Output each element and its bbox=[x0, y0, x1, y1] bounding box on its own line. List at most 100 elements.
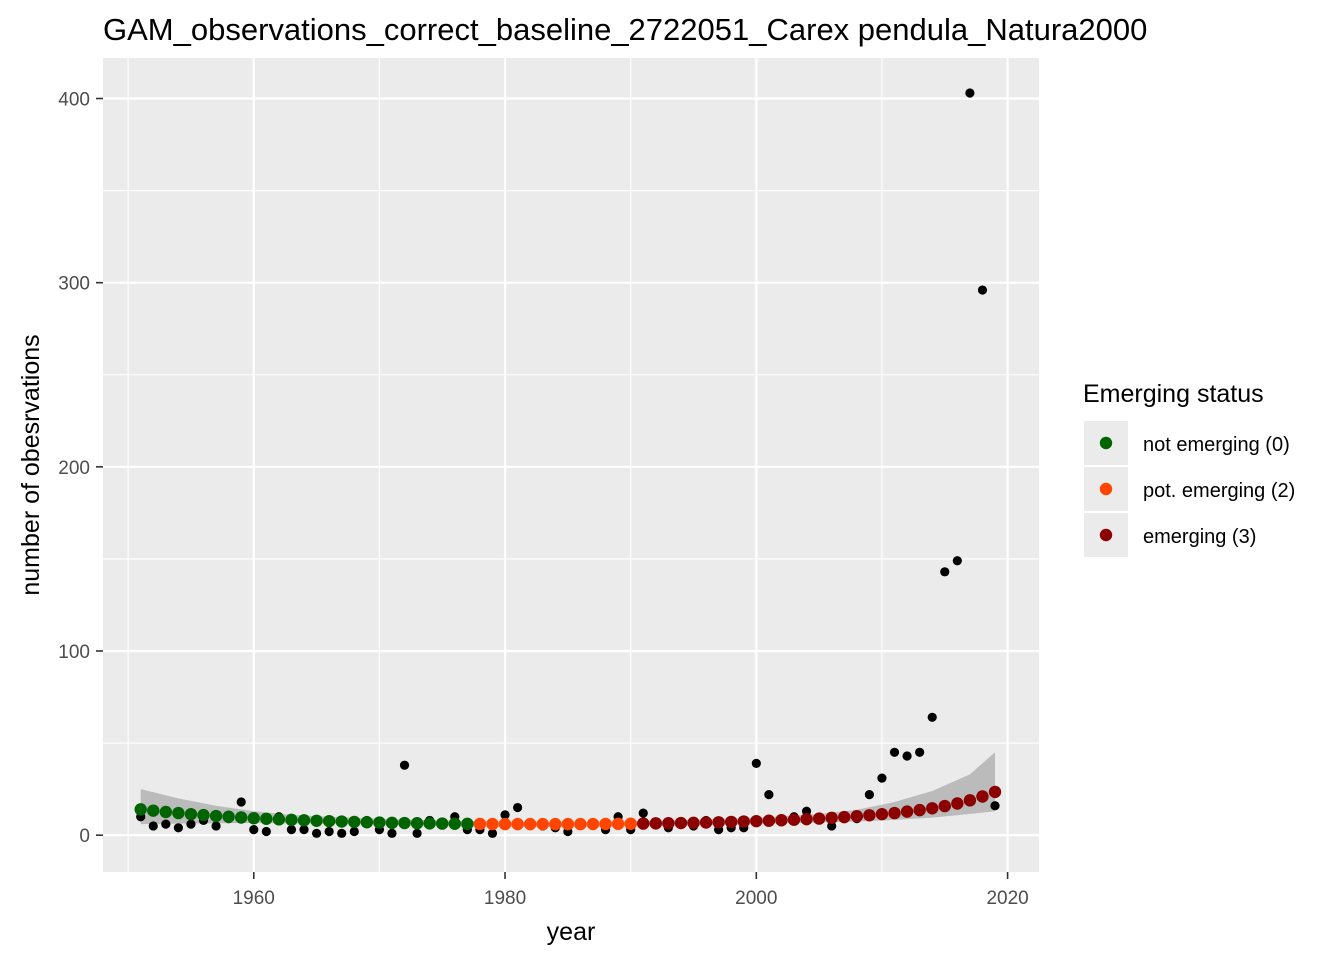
legend-label: not emerging (0) bbox=[1143, 434, 1290, 456]
y-axis-ticks: 0 100 200 300 400 bbox=[58, 90, 103, 847]
fitted-point bbox=[247, 812, 260, 825]
fitted-point bbox=[850, 809, 864, 823]
fitted-point bbox=[410, 816, 424, 830]
fitted-point bbox=[888, 806, 901, 820]
fitted-point bbox=[511, 817, 524, 831]
fitted-point bbox=[172, 806, 185, 820]
x-tick-label: 2020 bbox=[986, 888, 1028, 909]
observed-point bbox=[952, 556, 962, 566]
legend-title: Emerging status bbox=[1083, 380, 1264, 408]
fitted-point bbox=[322, 814, 336, 828]
legend-entries: not emerging (0) pot. emerging (2) emergin… bbox=[1084, 421, 1295, 557]
fitted-point bbox=[863, 809, 876, 822]
x-tick-label: 2000 bbox=[735, 888, 777, 909]
observed-point bbox=[827, 821, 837, 831]
observed-point bbox=[513, 802, 523, 813]
fitted-point bbox=[637, 817, 650, 830]
observed-point bbox=[877, 773, 887, 783]
observed-point bbox=[299, 825, 309, 835]
fitted-point bbox=[272, 813, 286, 826]
observed-point bbox=[902, 751, 912, 761]
fitted-point bbox=[184, 807, 198, 821]
fitted-point bbox=[360, 816, 374, 829]
fitted-point bbox=[222, 810, 235, 823]
observed-point bbox=[990, 801, 1000, 811]
fitted-point bbox=[800, 812, 813, 826]
fitted-point bbox=[624, 817, 637, 830]
fitted-point bbox=[737, 815, 750, 828]
fitted-points bbox=[134, 785, 1002, 831]
fitted-point bbox=[988, 785, 1002, 799]
fitted-point bbox=[699, 816, 713, 829]
observed-point bbox=[399, 760, 410, 770]
fitted-point bbox=[486, 817, 499, 831]
observed-point bbox=[915, 747, 925, 757]
legend: Emerging status not emerging (0) pot. eme… bbox=[1083, 380, 1295, 557]
fitted-point bbox=[787, 813, 801, 826]
minor-gridlines bbox=[103, 58, 1039, 872]
fitted-point bbox=[900, 805, 914, 818]
fitted-point bbox=[473, 817, 487, 831]
fitted-point bbox=[197, 808, 210, 822]
legend-label: pot. emerging (2) bbox=[1143, 480, 1295, 502]
fitted-point bbox=[348, 815, 361, 829]
x-axis-ticks: 1960 1980 2000 2020 bbox=[233, 872, 1029, 909]
major-gridlines bbox=[103, 58, 1039, 872]
legend-label: emerging (3) bbox=[1143, 526, 1256, 548]
fitted-point bbox=[875, 807, 889, 821]
fitted-point bbox=[913, 803, 926, 817]
observed-point bbox=[236, 797, 246, 807]
fitted-point bbox=[976, 790, 989, 803]
plot-panel bbox=[103, 58, 1039, 872]
fitted-point bbox=[209, 809, 223, 823]
fitted-point bbox=[385, 816, 399, 830]
y-tick-label: 0 bbox=[79, 826, 90, 847]
fitted-point bbox=[825, 811, 838, 825]
fitted-point bbox=[574, 817, 587, 831]
fitted-point bbox=[599, 817, 612, 831]
fitted-point bbox=[611, 817, 625, 831]
observed-point bbox=[864, 790, 874, 800]
observed-point bbox=[927, 712, 937, 722]
observed-point bbox=[977, 285, 988, 295]
y-tick-label: 400 bbox=[58, 90, 90, 111]
legend-key-dot bbox=[1099, 482, 1113, 496]
fitted-point bbox=[775, 814, 788, 827]
observed-point bbox=[148, 821, 158, 831]
fitted-point bbox=[586, 817, 600, 831]
fitted-point bbox=[134, 803, 147, 816]
fitted-point bbox=[762, 814, 776, 827]
observed-point bbox=[500, 810, 510, 820]
fitted-point bbox=[536, 817, 549, 831]
fitted-point bbox=[498, 817, 512, 831]
fitted-point bbox=[297, 814, 311, 827]
fitted-point bbox=[561, 817, 575, 831]
chart-title: GAM_observations_correct_baseline_272205… bbox=[103, 12, 1147, 47]
fitted-point bbox=[750, 814, 763, 828]
x-axis-title: year bbox=[547, 918, 596, 946]
observed-point bbox=[751, 758, 761, 768]
observed-point bbox=[764, 790, 774, 800]
observed-point bbox=[161, 819, 171, 829]
fitted-point bbox=[938, 799, 951, 813]
fitted-point bbox=[662, 816, 675, 830]
legend-key-dot bbox=[1099, 528, 1113, 542]
y-tick-label: 200 bbox=[58, 458, 90, 479]
observed-point bbox=[186, 819, 196, 829]
observed-point bbox=[940, 567, 950, 577]
observed-point bbox=[889, 747, 900, 757]
fitted-point bbox=[423, 817, 436, 830]
fitted-point bbox=[549, 817, 562, 831]
observed-point bbox=[487, 828, 498, 838]
fitted-point bbox=[649, 817, 663, 830]
observed-point bbox=[412, 828, 422, 838]
observed-point bbox=[261, 826, 271, 837]
fitted-point bbox=[310, 814, 323, 828]
fitted-point bbox=[159, 805, 173, 819]
fitted-point bbox=[147, 804, 160, 817]
observed-point bbox=[286, 825, 297, 835]
fitted-point bbox=[687, 816, 700, 830]
y-tick-label: 300 bbox=[58, 274, 90, 295]
fitted-point bbox=[448, 817, 461, 830]
